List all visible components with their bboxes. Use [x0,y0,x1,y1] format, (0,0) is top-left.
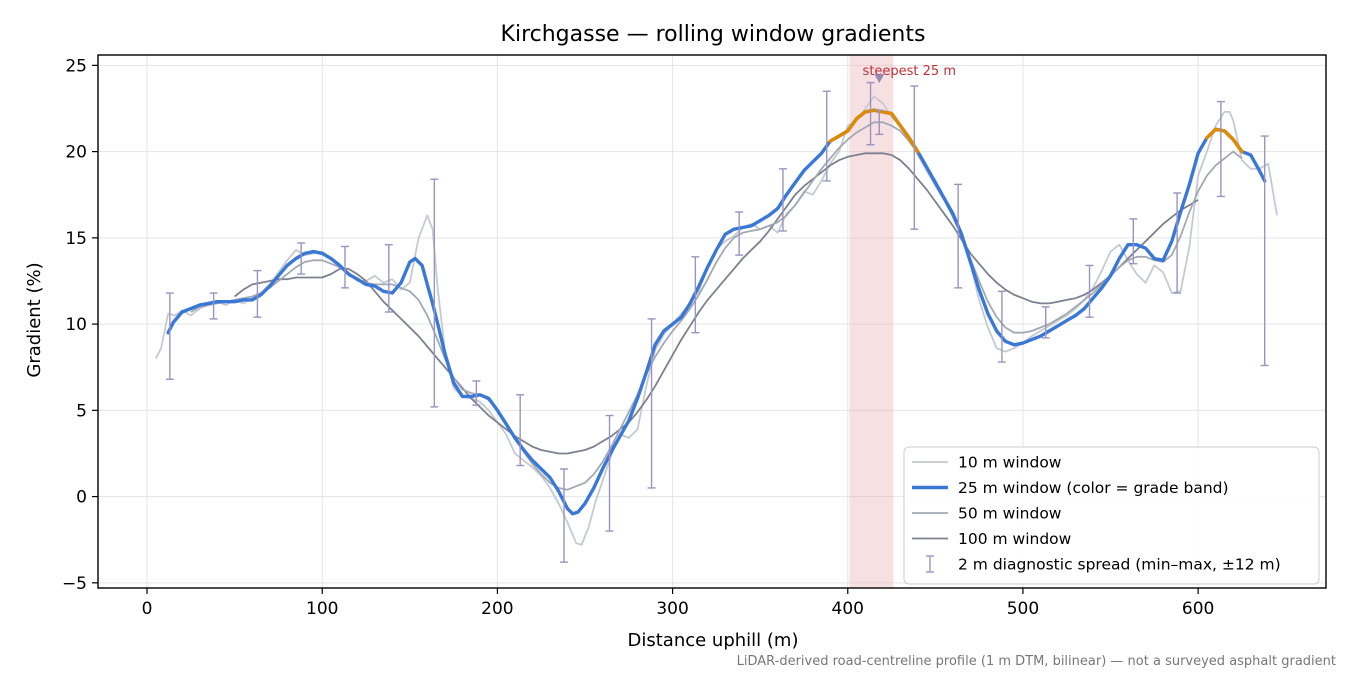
x-axis-label: Distance uphill (m) [628,630,799,651]
series-50m-line [190,121,1243,491]
error-bar [384,244,393,313]
error-bar [253,269,262,318]
error-bar [875,109,884,136]
y-axis-label: Gradient (%) [24,262,45,377]
error-bar [1260,135,1269,367]
error-bar [1216,100,1225,198]
error-bar [209,292,218,320]
error-bar [735,211,744,256]
error-bar [691,256,700,334]
legend-label: 25 m window (color = grade band) [958,479,1229,497]
axes-frame [97,54,1327,589]
legend-label: 100 m window [958,530,1072,548]
error-bar [1129,218,1138,265]
y-tick-label: 15 [65,229,87,249]
steepest-marker [874,74,885,84]
x-tick-label: 0 [142,599,153,619]
series-25m-steep-segment [1205,127,1244,154]
legend-label: 2 m diagnostic spread (min–max, ±12 m) [958,556,1281,574]
series-100m-line [234,152,1199,455]
grid [98,55,1326,588]
series-layer [154,95,1278,546]
error-bars [165,81,1269,563]
error-bar [605,414,614,532]
x-tick-label: 100 [306,599,338,619]
legend-label: 10 m window [958,454,1062,472]
y-tick-label: −5 [62,574,87,594]
x-tick-label: 300 [656,599,688,619]
error-bar [778,168,787,232]
legend-label: 50 m window [958,505,1062,523]
y-tick-label: 5 [76,401,87,421]
error-bar [297,242,306,275]
x-tick-label: 200 [481,599,513,619]
steepest-band [849,55,894,588]
error-bar [430,178,439,408]
y-tick-label: 25 [65,56,87,76]
steepest-band-rect [849,55,894,588]
y-tick-label: 20 [65,143,87,163]
legend: 10 m window 25 m window (color = grade ba… [903,446,1320,585]
x-tick-label: 500 [1007,599,1039,619]
error-bar [165,292,174,380]
error-bar [822,90,831,182]
error-bar [516,394,525,467]
error-bar [1041,306,1050,339]
y-tick-label: 0 [76,488,87,508]
steepest-annotation: steepest 25 m [863,64,956,84]
series-25m-line [166,108,1267,516]
error-bar [647,318,656,489]
steepest-label: steepest 25 m [863,64,956,79]
error-bar [910,85,919,230]
x-tick-label: 400 [832,599,864,619]
ticks: 0 100 200 300 400 500 600 −5 0 5 10 15 20 25 [62,56,1214,619]
chart-title: Kirchgasse — rolling window gradients [501,22,926,47]
y-tick-label: 10 [65,315,87,335]
series-25m-steep-segment [828,108,920,154]
legend-box [903,446,1320,585]
error-bar [341,245,350,289]
x-tick-label: 600 [1182,599,1214,619]
error-bar [997,290,1006,363]
error-bar [472,380,481,406]
error-bar [954,183,963,289]
error-bar [559,468,568,563]
caption: LiDAR-derived road-centreline profile (1… [737,654,1336,669]
error-bar [1085,264,1094,318]
error-bar [1173,192,1182,294]
error-bar [866,81,875,146]
